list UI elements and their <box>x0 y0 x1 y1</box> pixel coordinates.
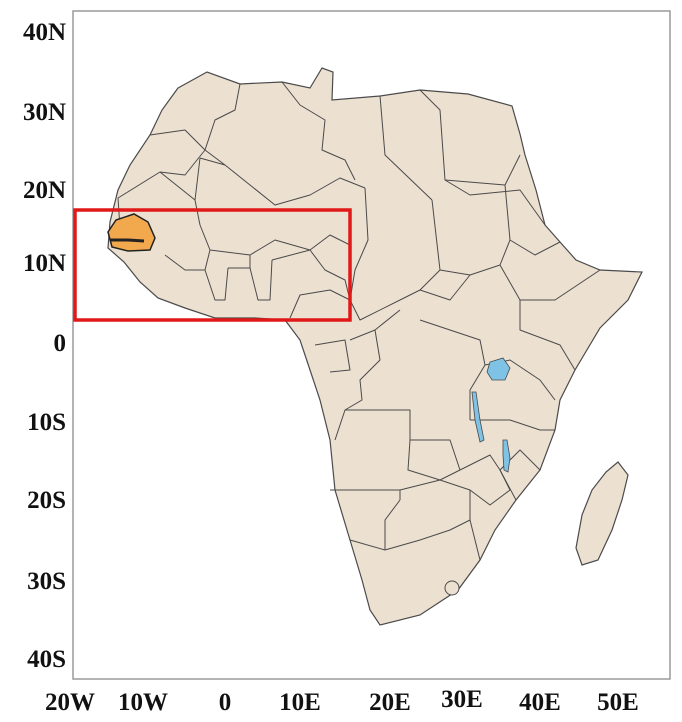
lake-malawi <box>502 439 511 473</box>
lon-label-10e: 10E <box>279 689 321 716</box>
lat-label-30s: 30S <box>27 568 66 595</box>
lake-victoria <box>486 357 511 381</box>
lon-label-20w: 20W <box>45 689 95 716</box>
lesotho-enclave <box>444 580 460 596</box>
lon-label-10w: 10W <box>118 689 168 716</box>
lat-label-0: 0 <box>54 330 67 357</box>
lon-label-50e: 50E <box>597 689 639 716</box>
lon-label-20e: 20E <box>369 689 411 716</box>
madagascar-island <box>575 461 629 566</box>
lat-label-10n: 10N <box>23 250 66 277</box>
lon-label-40e: 40E <box>519 689 561 716</box>
lat-label-20n: 20N <box>23 177 66 204</box>
lat-label-10s: 10S <box>27 409 66 436</box>
lat-label-30n: 30N <box>23 99 66 126</box>
gambia-river <box>110 238 145 243</box>
lat-label-20s: 20S <box>27 487 66 514</box>
lake-tanganyika <box>471 391 485 443</box>
study-region-box <box>73 208 352 322</box>
lon-label-0: 0 <box>219 689 232 716</box>
lat-label-40n: 40N <box>23 19 66 46</box>
lon-label-30e: 30E <box>441 686 483 713</box>
lat-label-40s: 40S <box>27 646 66 673</box>
